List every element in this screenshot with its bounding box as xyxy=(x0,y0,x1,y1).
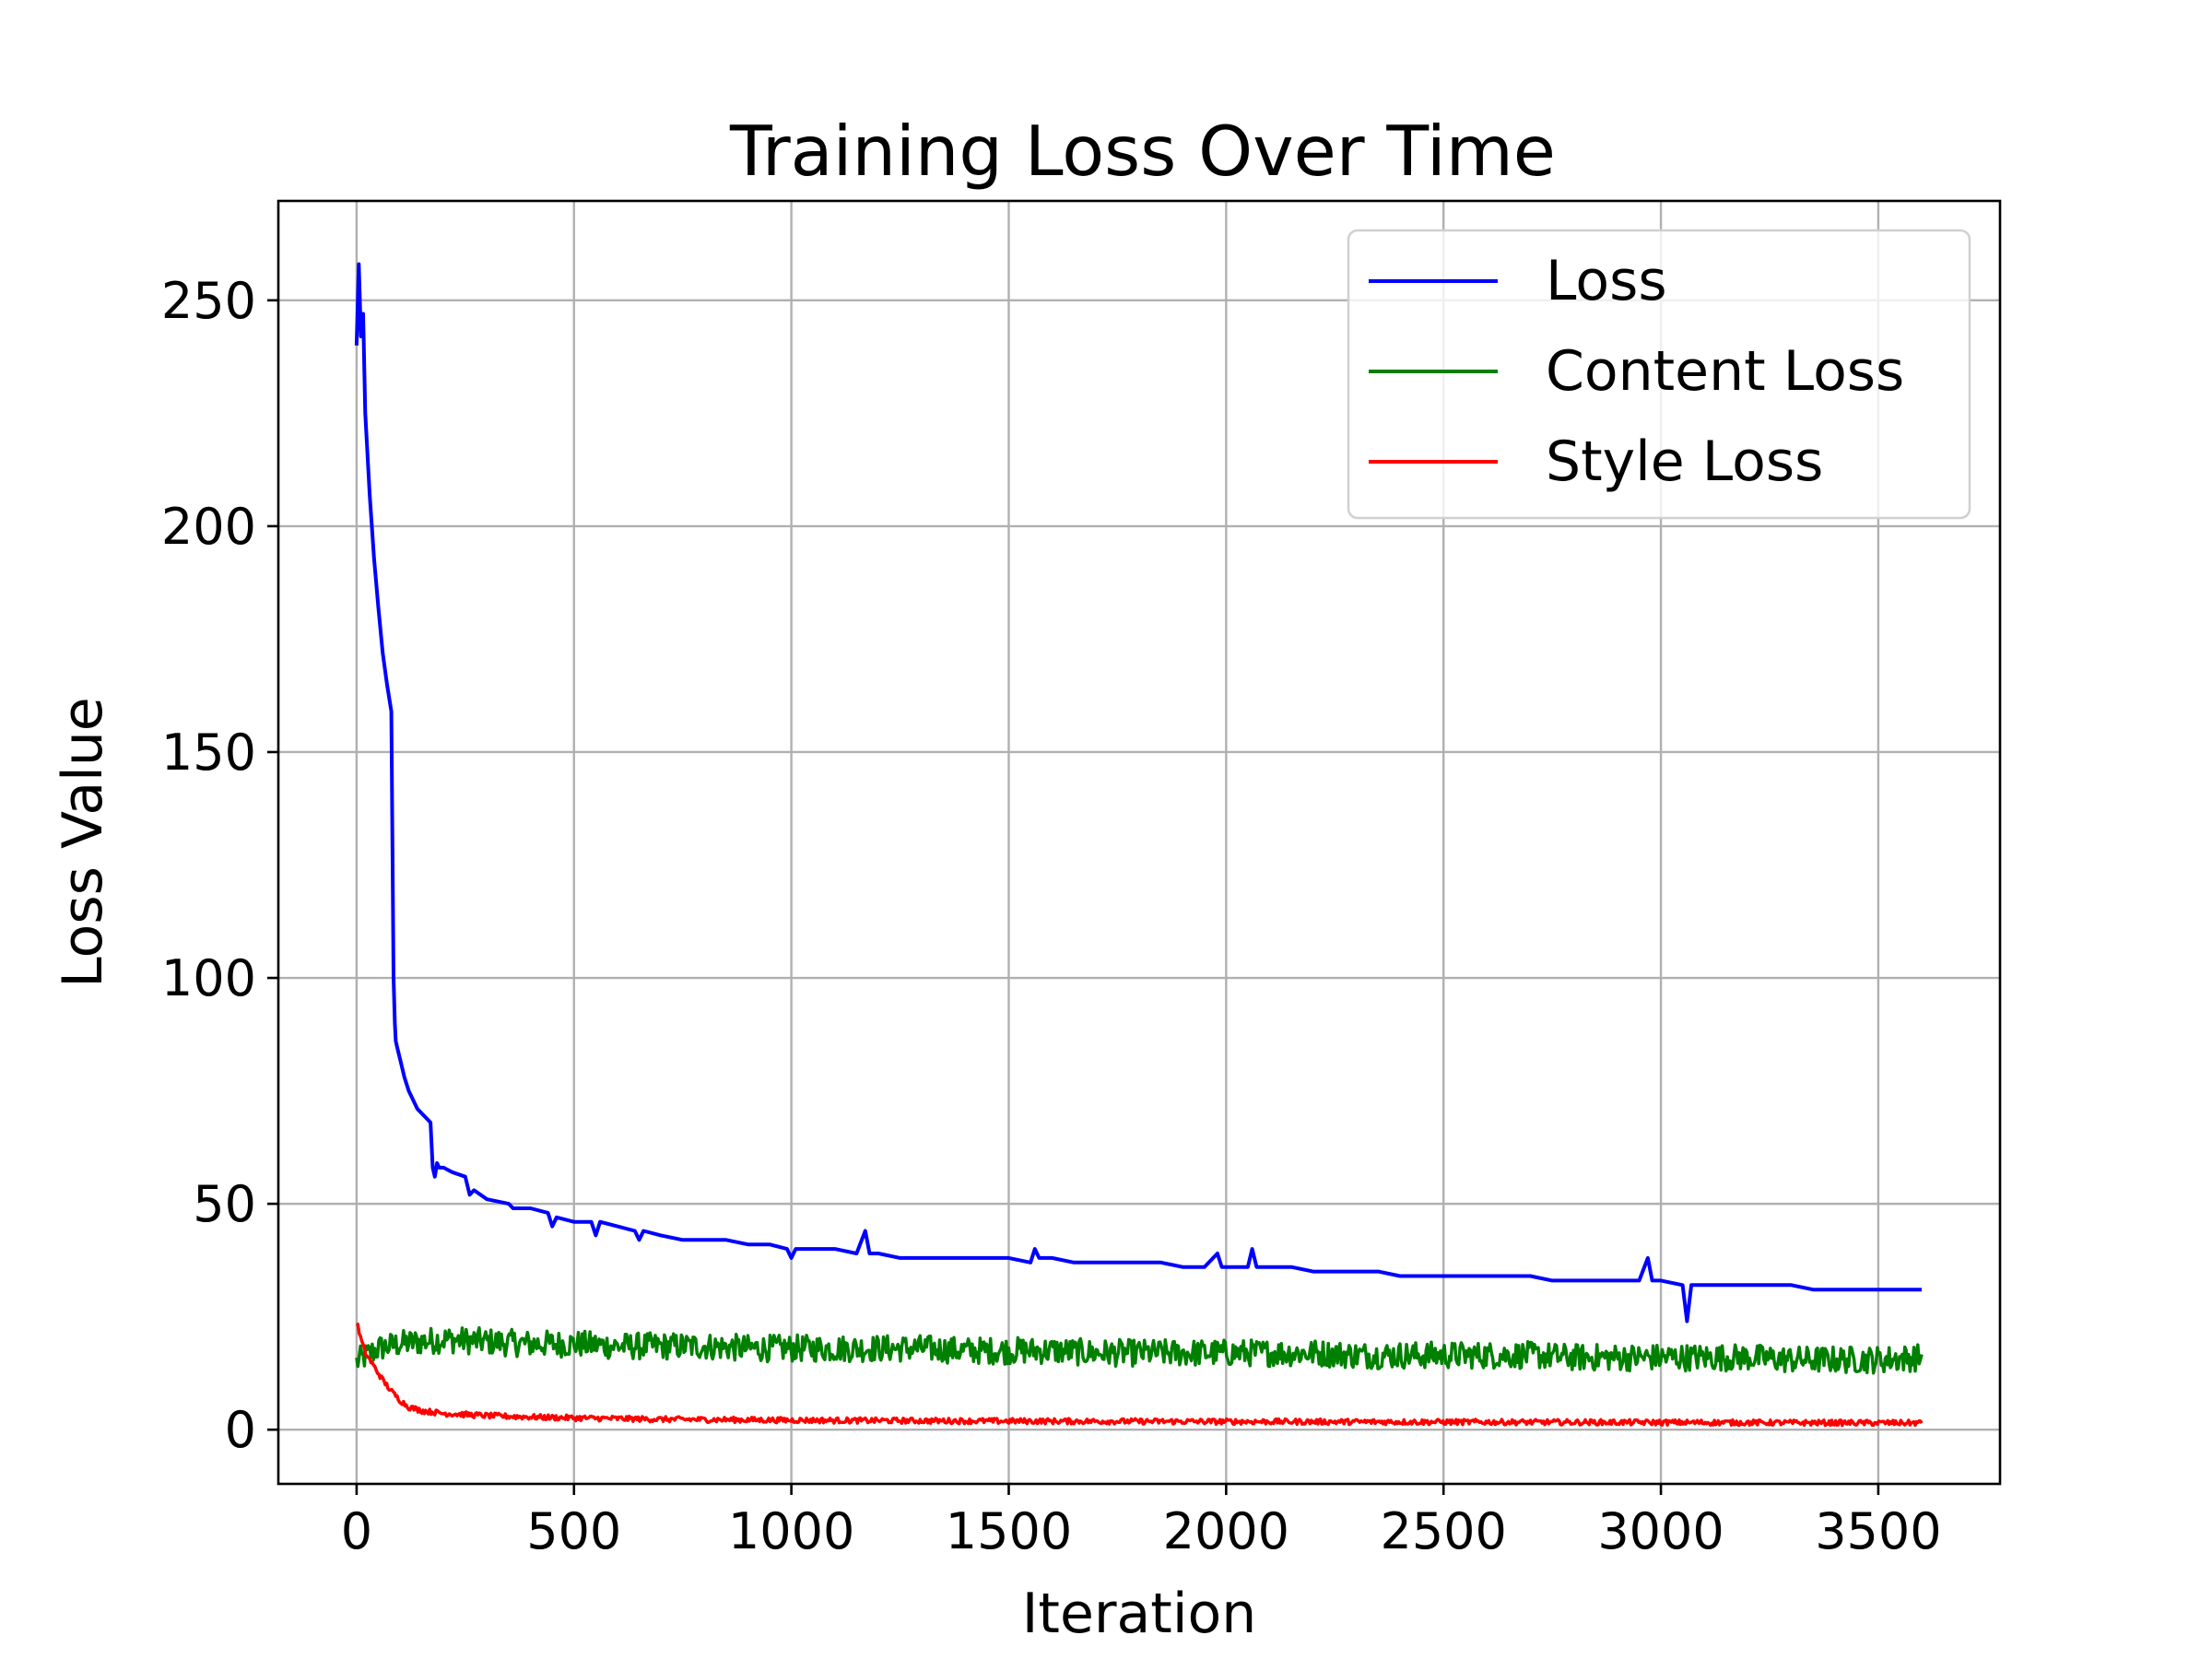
plot-lines xyxy=(354,262,1924,1428)
y-tick-label: 250 xyxy=(161,272,256,330)
content-loss-line xyxy=(355,1325,1924,1375)
y-tick-label: 100 xyxy=(161,949,256,1007)
y-tick-label: 50 xyxy=(193,1175,256,1233)
x-axis: 0 500 1000 1500 2000 2500 3000 3500 xyxy=(341,1484,1942,1560)
y-tick-label: 200 xyxy=(161,498,256,556)
x-tick-label: 3500 xyxy=(1815,1502,1941,1560)
style-loss-line xyxy=(356,1322,1924,1428)
x-tick-label: 500 xyxy=(526,1502,621,1560)
x-tick-label: 2500 xyxy=(1380,1502,1506,1560)
loss-line xyxy=(354,262,1923,1324)
x-tick-label: 1500 xyxy=(946,1502,1072,1560)
x-tick-label: 2000 xyxy=(1163,1502,1289,1560)
legend-label-style-loss: Style Loss xyxy=(1546,429,1823,494)
legend-label-loss: Loss xyxy=(1546,249,1667,313)
y-axis-title: Loss Value xyxy=(51,697,115,987)
x-tick-label: 1000 xyxy=(728,1502,854,1560)
x-tick-label: 0 xyxy=(341,1502,372,1560)
y-axis: 0 50 100 150 200 250 xyxy=(161,272,278,1459)
y-tick-label: 150 xyxy=(161,724,256,782)
chart-title: Training Loss Over Time xyxy=(729,111,1556,192)
legend-box xyxy=(1347,229,1971,520)
legend: Loss Content Loss Style Loss xyxy=(1347,229,1971,520)
x-tick-label: 3000 xyxy=(1597,1502,1724,1560)
x-axis-title: Iteration xyxy=(1022,1582,1257,1646)
plot-frame xyxy=(276,199,2002,1486)
y-tick-label: 0 xyxy=(225,1401,256,1459)
legend-label-content-loss: Content Loss xyxy=(1546,339,1904,404)
